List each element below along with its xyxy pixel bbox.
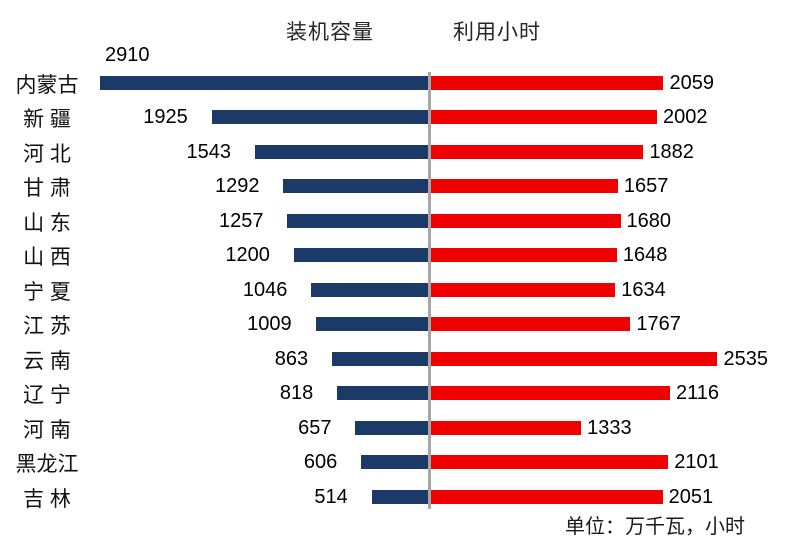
hours-bar — [430, 421, 582, 435]
legend-installed-capacity: 装机容量 — [286, 21, 374, 44]
capacity-value: 1925 — [143, 106, 188, 128]
chart-rows: 内蒙古 2910 2059 新 疆 1925 2002 河 北 1543 1882 甘 肃 1292… — [0, 44, 794, 515]
hours-bar — [430, 352, 718, 366]
hours-bar — [430, 317, 631, 331]
hours-bar — [430, 179, 618, 193]
capacity-bar — [293, 248, 430, 262]
hours-value: 1333 — [587, 417, 632, 439]
hours-value: 2002 — [663, 106, 708, 128]
chart-row: 甘 肃 1292 1657 — [0, 169, 794, 204]
capacity-value: 1257 — [218, 210, 264, 232]
hours-bar — [430, 110, 658, 124]
hours-bar — [430, 248, 617, 262]
province-label: 山 东 — [23, 211, 71, 235]
capacity-value: 1009 — [247, 313, 292, 335]
hours-value: 2101 — [674, 451, 719, 473]
capacity-value: 1200 — [225, 244, 270, 266]
hours-bar — [430, 455, 669, 469]
chart-row: 宁 夏 1046 1634 — [0, 273, 794, 308]
capacity-value: 1046 — [242, 279, 288, 301]
chart-row: 新 疆 1925 2002 — [0, 100, 794, 135]
capacity-value: 1543 — [186, 141, 232, 163]
chart-row: 黑龙江 606 2101 — [0, 445, 794, 480]
chart-row: 内蒙古 2910 2059 — [0, 44, 794, 101]
hours-value: 2116 — [675, 382, 719, 404]
chart-row: 山 西 1200 1648 — [0, 238, 794, 273]
capacity-bar — [311, 283, 430, 297]
hours-value: 2059 — [669, 72, 714, 94]
hours-bar — [430, 76, 664, 90]
capacity-bar — [332, 352, 430, 366]
chart-row: 山 东 1257 1680 — [0, 204, 794, 239]
hours-bar — [430, 283, 616, 297]
capacity-bar — [361, 455, 430, 469]
province-label: 云 南 — [23, 349, 71, 373]
capacity-bar — [315, 317, 430, 331]
unit-note: 单位：万千瓦，小时 — [565, 516, 745, 538]
province-label: 山 西 — [23, 245, 71, 269]
province-label: 新 疆 — [23, 107, 71, 131]
hours-value: 1882 — [649, 141, 694, 163]
province-label: 河 北 — [23, 142, 71, 166]
province-label: 吉 林 — [23, 487, 71, 511]
capacity-value: 863 — [274, 348, 309, 370]
hours-value: 1767 — [636, 313, 681, 335]
hours-bar — [430, 214, 621, 228]
capacity-value: 657 — [298, 417, 332, 439]
capacity-bar — [355, 421, 430, 435]
chart-row: 吉 林 514 2051 — [0, 480, 794, 515]
province-label: 河 南 — [23, 418, 71, 442]
hours-value: 1648 — [622, 244, 668, 266]
chart-row: 河 南 657 1333 — [0, 411, 794, 446]
capacity-value: 1292 — [215, 175, 260, 197]
capacity-bar — [283, 179, 430, 193]
hours-value: 2051 — [668, 486, 714, 508]
center-axis-line — [428, 72, 431, 509]
hours-bar — [430, 490, 663, 504]
chart-row: 江 苏 1009 1767 — [0, 307, 794, 342]
hours-bar — [430, 386, 670, 400]
legend-utilization-hours: 利用小时 — [453, 21, 541, 44]
capacity-value: 606 — [303, 451, 338, 473]
capacity-value: 514 — [314, 486, 348, 508]
hours-value: 1657 — [623, 175, 669, 197]
capacity-bar — [337, 386, 430, 400]
capacity-bar — [211, 110, 430, 124]
chart-row: 云 南 863 2535 — [0, 342, 794, 377]
capacity-value: 2910 — [105, 43, 150, 66]
hours-value: 2535 — [723, 348, 768, 370]
province-label: 宁 夏 — [23, 280, 71, 304]
hours-bar — [430, 145, 644, 159]
province-label: 内蒙古 — [15, 73, 79, 97]
province-label: 江 苏 — [23, 314, 71, 338]
capacity-bar — [255, 145, 430, 159]
chart-row: 河 北 1543 1882 — [0, 135, 794, 170]
chart-row: 辽 宁 818 2116 — [0, 376, 794, 411]
hours-value: 1680 — [626, 210, 672, 232]
capacity-bar — [371, 490, 430, 504]
province-label: 黑龙江 — [15, 452, 79, 476]
province-label: 辽 宁 — [23, 383, 71, 407]
capacity-value: 818 — [279, 382, 314, 404]
capacity-bar — [287, 214, 430, 228]
province-label: 甘 肃 — [23, 176, 71, 200]
hours-value: 1634 — [621, 279, 666, 301]
capacity-bar — [100, 76, 430, 90]
